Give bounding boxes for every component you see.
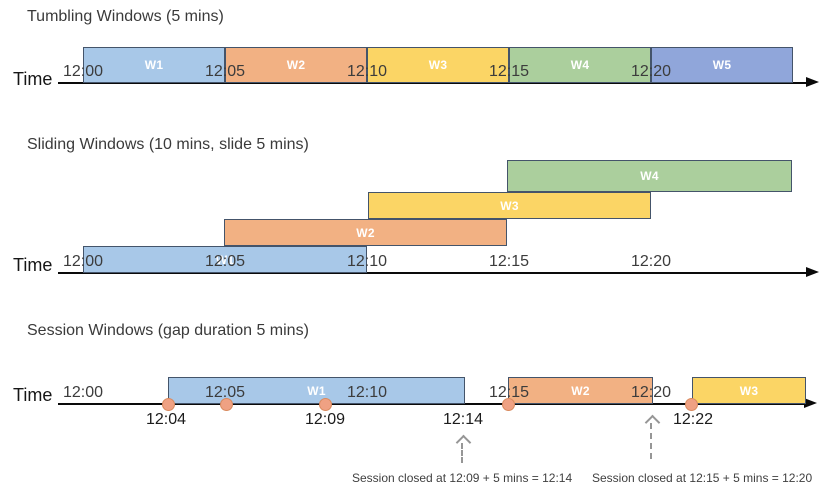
sliding-window-w4: W4 xyxy=(507,160,792,192)
window-label: W2 xyxy=(356,225,375,240)
tumbling-time-axis xyxy=(58,82,808,84)
window-label: W1 xyxy=(215,252,235,267)
window-label: W4 xyxy=(640,169,659,183)
tick-12-00: 12:00 xyxy=(62,253,104,270)
axis-arrow-icon xyxy=(806,77,819,87)
tumbling-title: Tumbling Windows (5 mins) xyxy=(27,8,224,25)
session-window-w1: W1 xyxy=(168,377,465,404)
event-dot-12-09 xyxy=(319,398,332,411)
tick-12-20: 12:20 xyxy=(630,384,672,401)
event-dot-12-22 xyxy=(685,398,698,411)
session-time-label: Time xyxy=(13,385,53,405)
tumbling-window-w2: W2 xyxy=(225,47,367,83)
event-dot-12-15 xyxy=(502,398,515,411)
tick-12-05: 12:05 xyxy=(204,63,246,80)
tick-12-00: 12:00 xyxy=(62,384,104,401)
window-label: W2 xyxy=(286,58,306,72)
window-label: W5 xyxy=(712,58,732,72)
tick-12-05: 12:05 xyxy=(204,384,246,401)
event-dot-12-04 xyxy=(162,398,175,411)
tumbling-window-w4: W4 xyxy=(509,47,651,83)
session-closed-annotation-2: Session closed at 12:15 + 5 mins = 12:20 xyxy=(592,471,813,485)
tick-12-05: 12:05 xyxy=(204,253,246,270)
event-dot xyxy=(220,398,233,411)
session-time-axis xyxy=(58,403,806,405)
tick-12-15: 12:15 xyxy=(488,63,530,80)
tick-12-10: 12:10 xyxy=(346,253,388,270)
event-time-12-04: 12:04 xyxy=(145,411,187,428)
session-closed-annotation-1: Session closed at 12:09 + 5 mins = 12:14 xyxy=(352,471,573,485)
window-label: W2 xyxy=(571,383,590,398)
tick-12-10: 12:10 xyxy=(346,384,388,401)
tick-12-10: 12:10 xyxy=(346,63,388,80)
session-window-w3: W3 xyxy=(692,377,806,404)
up-arrow-icon xyxy=(455,434,472,451)
axis-arrow-icon xyxy=(806,267,819,277)
up-arrow-icon xyxy=(644,414,661,431)
tick-12-15: 12:15 xyxy=(488,384,530,401)
session-window-w2: W2 xyxy=(508,377,653,404)
sliding-time-label: Time xyxy=(13,255,53,275)
tumbling-window-w1: W1 xyxy=(83,47,225,83)
dashed-arrow-stem xyxy=(461,443,463,463)
session-title: Session Windows (gap duration 5 mins) xyxy=(27,322,309,339)
sliding-window-w2: W2 xyxy=(224,219,507,246)
axis-arrow-icon xyxy=(804,398,817,408)
window-label: W3 xyxy=(500,198,519,213)
window-label: W1 xyxy=(144,58,164,72)
window-label: W3 xyxy=(739,383,759,398)
tick-12-20: 12:20 xyxy=(630,63,672,80)
window-label: W3 xyxy=(428,58,448,72)
event-time-12-22: 12:22 xyxy=(672,411,714,428)
dashed-arrow-stem xyxy=(650,423,652,459)
tick-12-20: 12:20 xyxy=(630,253,672,270)
tumbling-window-w3: W3 xyxy=(367,47,509,83)
event-time-12-14: 12:14 xyxy=(442,411,484,428)
sliding-time-axis xyxy=(58,272,808,274)
window-label: W4 xyxy=(570,58,590,72)
sliding-window-w1: W1 xyxy=(83,246,367,273)
tumbling-time-label: Time xyxy=(13,69,53,89)
window-label: W1 xyxy=(307,383,326,398)
tumbling-window-w5: W5 xyxy=(651,47,793,83)
tick-12-15: 12:15 xyxy=(488,253,530,270)
sliding-window-w3: W3 xyxy=(368,192,651,219)
tick-12-00: 12:00 xyxy=(62,63,104,80)
sliding-title: Sliding Windows (10 mins, slide 5 mins) xyxy=(27,136,309,153)
event-time-12-09: 12:09 xyxy=(304,411,346,428)
